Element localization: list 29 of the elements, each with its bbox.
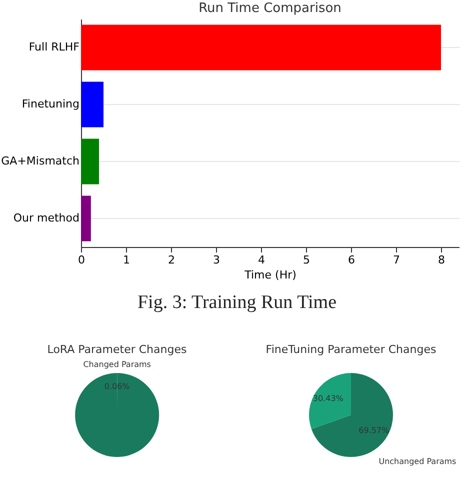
chart-title: Run Time Comparison xyxy=(198,1,342,16)
x-tick-label: 5 xyxy=(303,254,310,266)
y-tick-label: Full RLHF xyxy=(28,40,80,54)
x-tick-label: 1 xyxy=(123,254,130,266)
y-tick-label: Our method xyxy=(13,212,80,224)
pie-slice xyxy=(309,373,351,430)
x-tick-label: 2 xyxy=(168,254,175,266)
bar xyxy=(81,24,441,70)
chart-title: LoRA Parameter Changes xyxy=(47,343,187,356)
slice-label: Unchanged Params xyxy=(378,456,456,466)
y-tick-label: Finetuning xyxy=(22,98,80,110)
y-tick-label: GA+Mismatch xyxy=(1,154,80,168)
x-axis-title: Time (Hr) xyxy=(244,268,296,282)
x-tick-label: 3 xyxy=(213,254,220,266)
bar xyxy=(81,196,91,242)
caption: Fig. 3: Training Run Time xyxy=(136,292,338,314)
chart-title: FineTuning Parameter Changes xyxy=(266,343,436,356)
data-label: 0.06% xyxy=(104,382,130,391)
data-label: 69.57% xyxy=(358,426,390,436)
data-label: 30.43% xyxy=(312,394,344,403)
x-tick-label: 7 xyxy=(393,254,400,266)
bar xyxy=(81,138,99,184)
pie-slice xyxy=(311,373,393,457)
slice-label: Changed Params xyxy=(83,360,151,369)
bar xyxy=(81,82,104,128)
x-tick-label: 4 xyxy=(258,254,265,266)
x-tick-label: 8 xyxy=(438,254,445,266)
x-tick-label: 6 xyxy=(348,254,355,266)
x-tick-label: 0 xyxy=(78,254,85,266)
